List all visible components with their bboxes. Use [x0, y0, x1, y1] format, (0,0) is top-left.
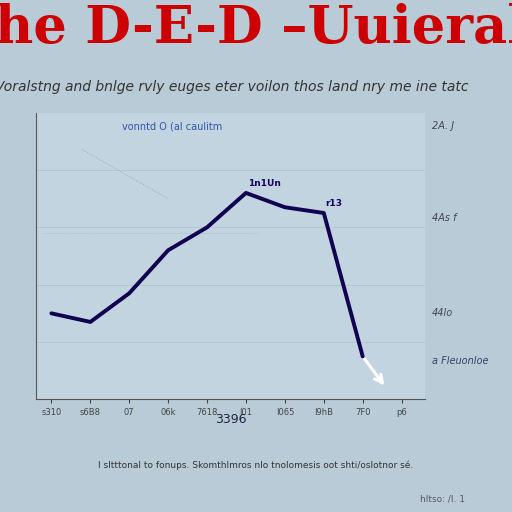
Text: I sltttonal to fonups. Skomthlmros nlo tnolomesis oot shti/oslotnor sé.: I sltttonal to fonups. Skomthlmros nlo t…	[98, 461, 414, 470]
Text: 2A. J: 2A. J	[432, 121, 454, 131]
Text: 3396: 3396	[215, 413, 246, 426]
Text: a Fleuonloe: a Fleuonloe	[432, 356, 488, 367]
Text: hltso: /l. 1: hltso: /l. 1	[420, 495, 465, 504]
Text: 1n1Un: 1n1Un	[248, 179, 281, 188]
Text: 44lo: 44lo	[432, 308, 453, 317]
Text: he D-E-D –Uuieraltage v. the Stab: he D-E-D –Uuieraltage v. the Stab	[0, 3, 512, 55]
Text: Voralstng and bnlge rvly euges eter voilon thos land nry me ine tatc: Voralstng and bnlge rvly euges eter voil…	[0, 80, 468, 94]
Text: 4As f: 4As f	[432, 213, 456, 223]
Text: vonntd O (al caulitm: vonntd O (al caulitm	[122, 121, 222, 131]
Text: r13: r13	[326, 199, 343, 208]
